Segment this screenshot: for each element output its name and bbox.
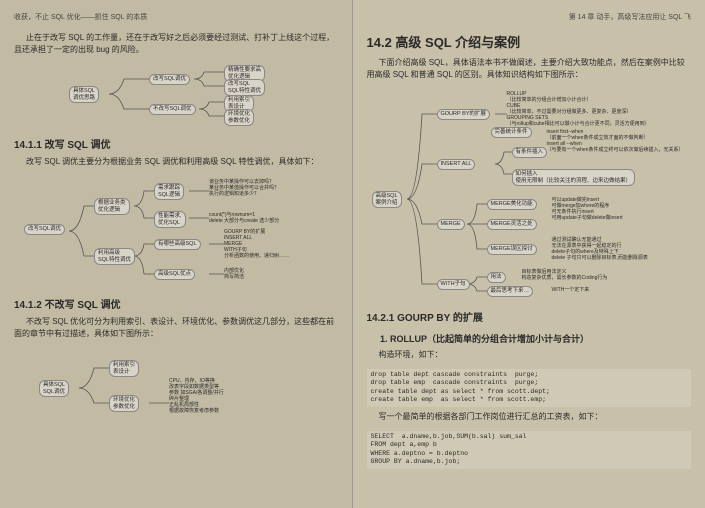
header-left: 收获，不止 SQL 优化——抓住 SQL 的本质 (14, 12, 338, 22)
d1-n2b: 环境优化参数优化 (224, 109, 254, 126)
page-left: 收获，不止 SQL 优化——抓住 SQL 的本质 止在于改写 SQL 的工作量，… (0, 0, 353, 508)
diagram-3: 具体SQLSQL调优 利用索引表设计 环境优化参数优化 CPU、内存、IO等换改… (14, 348, 338, 428)
diagram-4: 高级SQL案例介绍 GOURP BY的扩展 ROLLUP（比较简单的分组合计增加… (367, 89, 692, 299)
d4-n4a-items: 目标表做后用法定义构造复杂优质，需长参数的Coding行为 (522, 269, 608, 281)
d2-n1: 根据业务类优化逻辑 (94, 198, 130, 215)
d2-n2b: 高级SQL优点 (154, 269, 195, 280)
page-right: 第 14 章 动手，高级写法应用让 SQL 飞 14.2 高级 SQL 介绍与案… (353, 0, 705, 508)
d2-n1a1: 该业务中某操作可以去掉吗？某业务中某值操作可以合并吗？执行的逻辑知道多少？ (209, 179, 279, 197)
d3-root: 具体SQLSQL调优 (39, 380, 69, 397)
d4-n4b-items: WITH一个定下来 (552, 287, 590, 293)
diagram-2: 改写SQL调优 根据业务类优化逻辑 需求跟踪SQL逻辑 该业务中某操作可以去掉吗… (14, 176, 338, 286)
d4-n2a: 有条件插入 (512, 147, 548, 158)
d4-n3c: MERGE误区探讨 (487, 244, 537, 255)
d1-n1b: 改写SQLSQL特性调优 (224, 79, 265, 96)
d4-n1-items: ROLLUP（比较简单的分组合计增加小计合计）CUBE（比较简单，不过需要对分组… (507, 91, 650, 127)
d4-root: 高级SQL案例介绍 (372, 191, 402, 208)
heading-142: 14.2 高级 SQL 介绍与案例 (367, 32, 692, 51)
heading-1421: 14.2.1 GOURP BY 的扩展 (367, 309, 692, 324)
text-1421-2: 写一个最简单的根据各部门工作岗位进行汇总的工资表，如下： (367, 411, 692, 423)
d4-n1-sub-items: insert first--when（前面一个when条件成立效才面的不做判断）… (547, 129, 684, 153)
d1-root: 具体SQL调优思路 (69, 86, 99, 103)
intro-text: 止在于改写 SQL 的工作量，还在于改写好之后必须要经过测试、打补丁上线这个过程… (14, 32, 338, 56)
d4-n3a: MERGE美化功能 (487, 199, 537, 210)
d2-n2: 利用高级SQL特性调优 (94, 248, 135, 265)
d4-n3: MERGE (437, 219, 465, 230)
heading-1421-sub: 1. ROLLUP（比起简单的分组合计增加小计与合计） (367, 332, 692, 345)
d2-n1b1: count(*)与rownum=1delete 大部分与create 选少部分 (209, 212, 279, 224)
d1-n1: 改写SQL调优 (149, 74, 190, 85)
header-right: 第 14 章 动手，高级写法应用让 SQL 飞 (367, 12, 692, 22)
heading-1412: 14.1.2 不改写 SQL 调优 (14, 296, 338, 311)
d4-n3c-items: 通过测试确认无能通过无法在源表中获得一起稳定的行delete子句的where及特… (552, 237, 648, 261)
d2-n1a: 需求跟踪SQL逻辑 (154, 183, 184, 200)
code-block-2: SELECT a.dname,b.job,SUM(b.sal) sum_salF… (367, 431, 692, 469)
d2-n2a: 有哪些高级SQL (154, 239, 201, 250)
d4-n2: INSERT ALL (437, 159, 476, 170)
d4-n3b-items: 可以update做完insert可做merge加where的程序可无条件执行in… (552, 197, 623, 221)
d4-n4b: 最后思考下来… (487, 286, 534, 297)
d4-n4: WITH子句 (437, 279, 470, 290)
d4-n1-sub: 完善统计条件 (491, 127, 532, 138)
d4-n3b: MERGE灵活之处 (487, 219, 537, 230)
text-1412: 不改写 SQL 优化可分为利用索引、表设计、环境优化、参数调优这几部分，这些都在… (14, 316, 338, 340)
text-1411: 改写 SQL 调优主要分为根据业务 SQL 调优和利用高级 SQL 特性调优，具… (14, 156, 338, 168)
d3-n1: 利用索引表设计 (109, 360, 139, 377)
d2-n2a-items: GOURP BY的扩展INSERT ALLMERGEWITH子句分析函数的使用、… (224, 229, 289, 259)
d2-n1b: 性能需求,优化SQL (154, 211, 186, 228)
diagram-1: 具体SQL调优思路 改写SQL调优 精确性要求高优化逻辑 改写SQLSQL特性调… (14, 64, 338, 126)
d4-n4a: 用法 (487, 272, 506, 283)
d2-n2b1: 内部优化简写简洁 (224, 268, 244, 280)
d3-n2: 环境优化参数优化 (109, 395, 139, 412)
text-142: 下面介绍高级 SQL，具体语法本书不做阐述，主要介绍大致功能点，然后在案例中比较… (367, 57, 692, 81)
d4-n2b: 如何插入使用无限制（比较关注的流程、边来边做结果） (512, 169, 636, 186)
d2-root: 改写SQL调优 (24, 224, 65, 235)
d3-n2-items: CPU、内存、IO等换改表字段如数据类型等参数 如SGA/各调整/并行碎片整理正… (169, 378, 224, 414)
heading-1411: 14.1.1 改写 SQL 调优 (14, 136, 338, 151)
d1-n2: 不改写SQL调优 (149, 104, 196, 115)
d4-n1: GOURP BY的扩展 (437, 109, 490, 120)
text-1421: 构造环境，如下： (367, 349, 692, 361)
code-block-1: drop table dept cascade constraints purg… (367, 369, 692, 407)
